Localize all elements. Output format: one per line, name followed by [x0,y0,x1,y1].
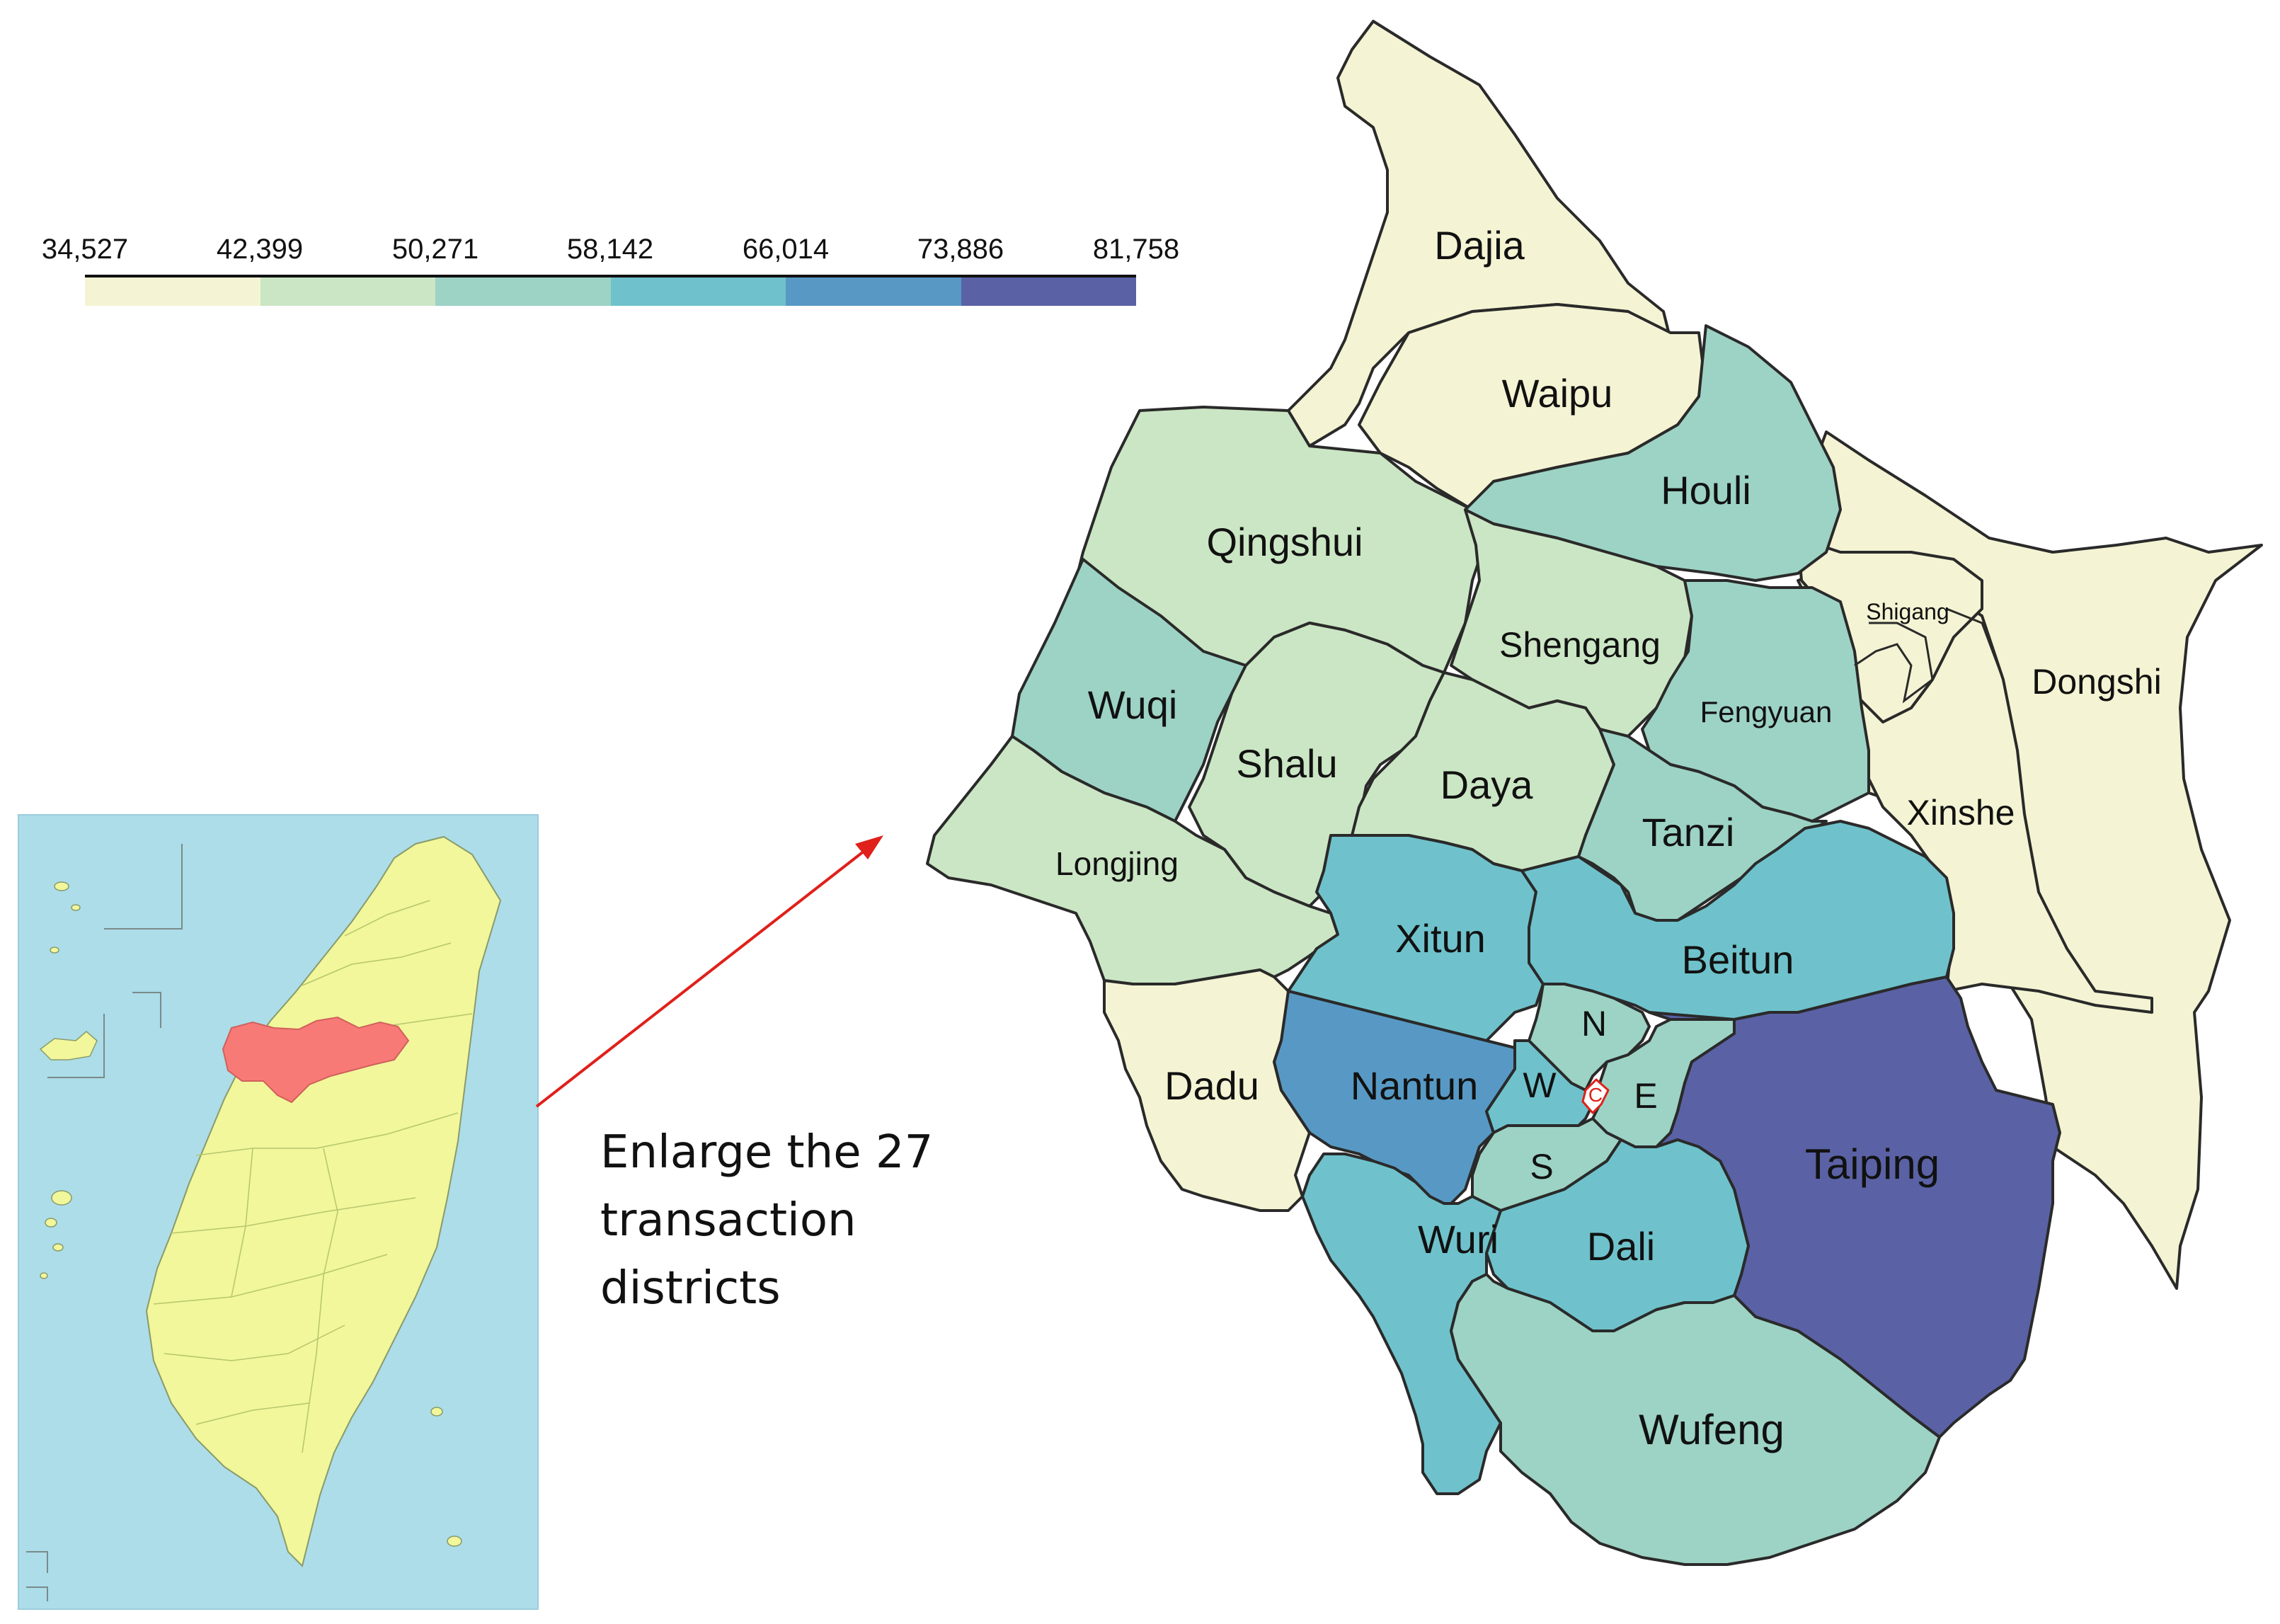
label-wuqi: Wuqi [1088,682,1178,727]
caption-line: Enlarge the 27 [600,1126,934,1179]
label-dali: Dali [1587,1224,1655,1269]
label-fengyuan: Fengyuan [1700,695,1833,728]
legend-swatch [260,278,435,306]
legend-swatch [85,278,260,306]
label-tanzi: Tanzi [1642,810,1735,854]
offshore-islands [39,881,462,1547]
river-lines [1854,607,2005,704]
label-wufeng: Wufeng [1639,1406,1785,1453]
legend-tick: 58,142 [566,234,654,265]
label-qingshui: Qingshui [1206,520,1363,564]
legend-tick: 34,527 [41,234,129,265]
enlarge-caption: Enlarge the 27 transaction districts [600,1119,933,1322]
label-xitun: Xitun [1395,916,1486,961]
caption-line: districts [600,1262,781,1315]
label-north: N [1581,1004,1607,1043]
taiwan-locator-svg [26,835,502,1601]
inset-frame-lines [26,844,183,1601]
label-west: W [1523,1065,1557,1105]
label-beitun: Beitun [1682,937,1794,982]
label-waipu: Waipu [1502,371,1613,416]
label-longjing: Longjing [1055,845,1179,882]
label-south: S [1530,1147,1553,1186]
district-wufeng[interactable] [1450,1273,1941,1566]
legend-tick: 81,758 [1092,234,1180,265]
label-shengang: Shengang [1499,625,1661,665]
label-nantun: Nantun [1351,1063,1479,1108]
legend-tick: 50,271 [391,234,479,265]
label-taiping: Taiping [1805,1140,1940,1188]
color-legend: 34,527 42,399 50,271 58,142 66,014 73,88… [28,234,1179,311]
label-shalu: Shalu [1236,741,1337,786]
legend-color-bar [85,278,1136,306]
label-daya: Daya [1440,762,1534,807]
label-shigang: Shigang [1866,599,1949,624]
taichung-highlight [222,1016,410,1104]
label-dadu: Dadu [1164,1063,1259,1108]
legend-swatch [961,278,1136,306]
legend-tick: 73,886 [917,234,1004,265]
caption-line: transaction [600,1194,857,1247]
label-xinshe: Xinshe [1907,793,2015,833]
legend-axis-line [85,275,1136,278]
legend-swatch [786,278,961,306]
taiwan-locator-map [18,814,539,1610]
label-dajia: Dajia [1434,223,1525,268]
district-dajia[interactable] [1287,20,1672,447]
legend-tick: 66,014 [742,234,830,265]
label-wuri: Wuri [1418,1217,1499,1262]
legend-swatch [610,278,786,306]
district-central[interactable] [1581,1078,1610,1114]
label-houli: Houli [1661,468,1751,513]
label-central: C [1588,1084,1603,1106]
district-dadu[interactable] [1103,968,1311,1212]
label-east: E [1634,1076,1657,1116]
legend-tick: 42,399 [216,234,304,265]
label-dongshi: Dongshi [2032,662,2161,702]
district-nantun[interactable] [1273,990,1516,1205]
legend-swatch [435,278,611,306]
